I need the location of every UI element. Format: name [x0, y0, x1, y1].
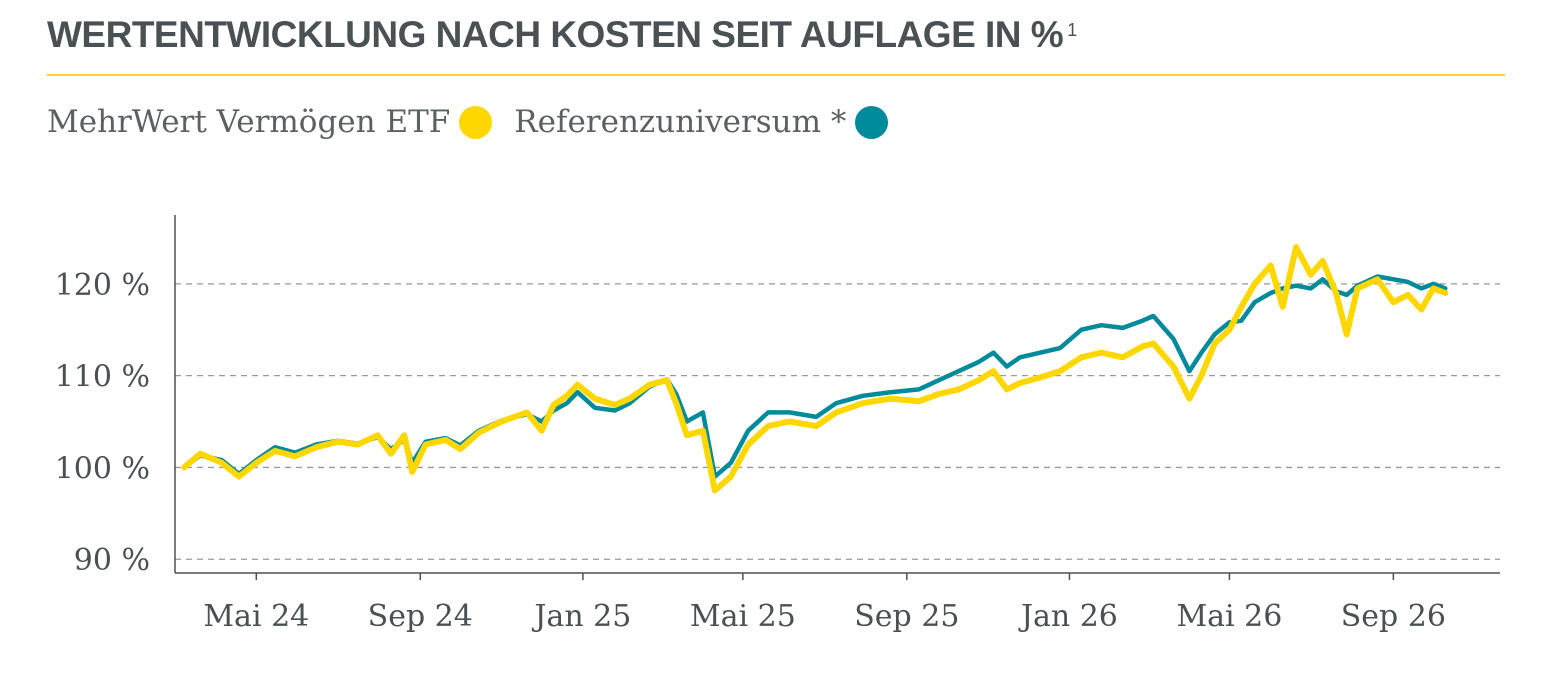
legend-item-reference: Referenzuniversum *	[514, 104, 889, 140]
y-tick-label-0: 90 %	[74, 543, 150, 578]
x-tick-label-0: Mai 24	[203, 599, 309, 634]
x-tick-label-2: Jan 25	[531, 599, 631, 634]
title-divider	[47, 74, 1505, 76]
y-tick-label-2: 110 %	[55, 360, 150, 395]
legend-dot-etf	[459, 105, 493, 139]
x-tick-label-3: Mai 25	[690, 599, 796, 634]
series-line-reference	[182, 274, 1448, 479]
legend-item-etf: MehrWert Vermögen ETF	[47, 104, 493, 140]
series-line-etf	[181, 244, 1449, 494]
x-tick-label-6: Mai 26	[1176, 599, 1282, 634]
x-tick-label-5: Jan 26	[1018, 599, 1118, 634]
y-tick-label-1: 100 %	[55, 451, 150, 486]
x-tick-label-1: Sep 24	[368, 599, 473, 634]
x-tick-label-7: Sep 26	[1341, 599, 1446, 634]
legend-dot-reference	[855, 105, 889, 139]
legend-label-reference: Referenzuniversum *	[514, 104, 847, 140]
chart-title: WERTENTWICKLUNG NACH KOSTEN SEIT AUFLAGE…	[47, 14, 1077, 56]
footnote-mark: 1	[1067, 20, 1077, 40]
chart-legend: MehrWert Vermögen ETF Referenzuniversum …	[47, 104, 910, 140]
x-tick-label-4: Sep 25	[854, 599, 959, 634]
y-tick-label-3: 120 %	[55, 268, 150, 303]
chart-title-text: WERTENTWICKLUNG NACH KOSTEN SEIT AUFLAGE…	[47, 14, 1064, 55]
legend-label-etf: MehrWert Vermögen ETF	[47, 104, 451, 140]
